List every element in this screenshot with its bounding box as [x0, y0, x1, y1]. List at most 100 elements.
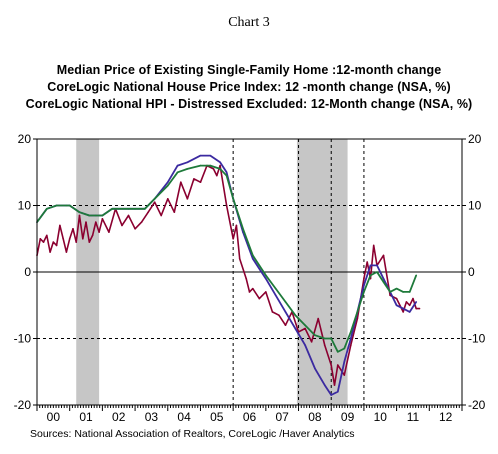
series-1-point	[199, 181, 202, 184]
series-1-point	[153, 201, 156, 203]
series-1-point	[62, 237, 64, 240]
series-1-point	[350, 344, 352, 346]
series-3-point	[350, 331, 352, 333]
series-3-point	[294, 314, 297, 317]
series-1-point	[39, 237, 42, 240]
series-1-point	[389, 294, 391, 297]
x-tick-label: 10	[374, 410, 388, 424]
series-3-point	[186, 168, 189, 170]
series-3-point	[382, 281, 385, 283]
x-tick-label: 09	[341, 410, 355, 424]
series-1-point	[258, 297, 261, 300]
series-3-point	[209, 164, 212, 167]
series-2-point	[209, 154, 212, 157]
series-3-point	[111, 208, 113, 210]
series-3-point	[369, 274, 372, 277]
series-1-point	[147, 211, 149, 213]
series-3-point	[65, 204, 68, 207]
y-tick-label-right: 10	[468, 199, 482, 213]
series-2-point	[314, 367, 316, 370]
series-1-point	[271, 311, 274, 313]
x-tick-label: 03	[145, 410, 159, 424]
series-3-point	[134, 208, 136, 210]
series-3-point	[330, 337, 333, 340]
series-3-point	[117, 208, 120, 210]
y-tick-label-right: 0	[468, 265, 475, 279]
series-3-point	[55, 204, 58, 207]
series-1-point	[265, 291, 267, 293]
series-3-point	[242, 227, 244, 230]
series-2-point	[330, 394, 333, 396]
series-1-point	[166, 198, 169, 200]
series-2-point	[402, 307, 404, 310]
series-1-point	[336, 364, 339, 366]
series-1-point	[333, 384, 336, 386]
y-tick-label-left: 20	[18, 132, 32, 146]
series-1-point	[418, 307, 421, 310]
series-3-point	[199, 164, 202, 167]
series-2-point	[336, 390, 339, 393]
series-3-point	[95, 214, 97, 217]
series-2-point	[304, 344, 306, 346]
series-3-point	[232, 198, 234, 200]
series-1-point	[363, 277, 365, 280]
series-1-point	[46, 234, 48, 237]
series-1-point	[55, 244, 58, 247]
series-3-point	[101, 214, 104, 217]
y-tick-label-left: -10	[14, 332, 32, 346]
series-1-point	[402, 311, 404, 313]
series-2-point	[408, 311, 411, 313]
series-1-point	[134, 227, 136, 230]
series-1-point	[65, 251, 68, 253]
series-1-point	[219, 164, 221, 167]
series-1-point	[121, 224, 123, 227]
series-3-point	[176, 171, 179, 174]
series-1-point	[248, 291, 251, 293]
series-1-point	[235, 224, 238, 227]
series-3-point	[219, 168, 221, 170]
x-tick-label: 06	[243, 410, 257, 424]
series-3-point	[258, 264, 261, 267]
series-line-1	[36, 164, 420, 386]
y-tick-label-left: 0	[24, 265, 31, 279]
series-3-point	[46, 208, 48, 210]
series-2-point	[274, 294, 277, 297]
series-3-point	[314, 334, 316, 336]
series-2-point	[343, 360, 346, 363]
y-tick-label-right: 20	[468, 132, 482, 146]
x-tick-label: 07	[276, 410, 290, 424]
series-3-point	[336, 351, 339, 353]
series-3-point	[389, 291, 391, 293]
series-1-point	[72, 227, 74, 230]
y-tick-label-left: 10	[18, 199, 32, 213]
x-tick-label: 08	[308, 410, 322, 424]
series-1-point	[193, 178, 195, 180]
series-2-point	[323, 384, 326, 386]
series-3-point	[144, 208, 146, 210]
series-2-point	[251, 257, 254, 260]
series-1-point	[412, 297, 414, 300]
series-1-point	[405, 301, 408, 303]
series-1-point	[49, 251, 51, 253]
series-1-point	[68, 237, 71, 240]
series-1-point	[395, 297, 398, 300]
series-3-point	[225, 174, 228, 177]
series-1-point	[42, 241, 45, 243]
x-tick-label: 04	[177, 410, 191, 424]
legend-corelogic-hpi: CoreLogic National House Price Index: 12…	[47, 80, 451, 94]
series-2-point	[376, 264, 378, 267]
series-3-point	[356, 311, 359, 313]
series-1-point	[245, 277, 248, 280]
series-1-point	[78, 214, 81, 217]
series-3-point	[153, 198, 156, 200]
series-1-point	[225, 204, 228, 207]
series-2-point	[219, 161, 221, 164]
x-tick-label: 12	[439, 410, 453, 424]
series-3-point	[78, 211, 81, 213]
series-3-point	[265, 274, 267, 277]
series-1-point	[85, 221, 87, 223]
series-2-point	[369, 264, 372, 267]
series-3-point	[323, 337, 326, 340]
series-1-point	[52, 241, 55, 243]
